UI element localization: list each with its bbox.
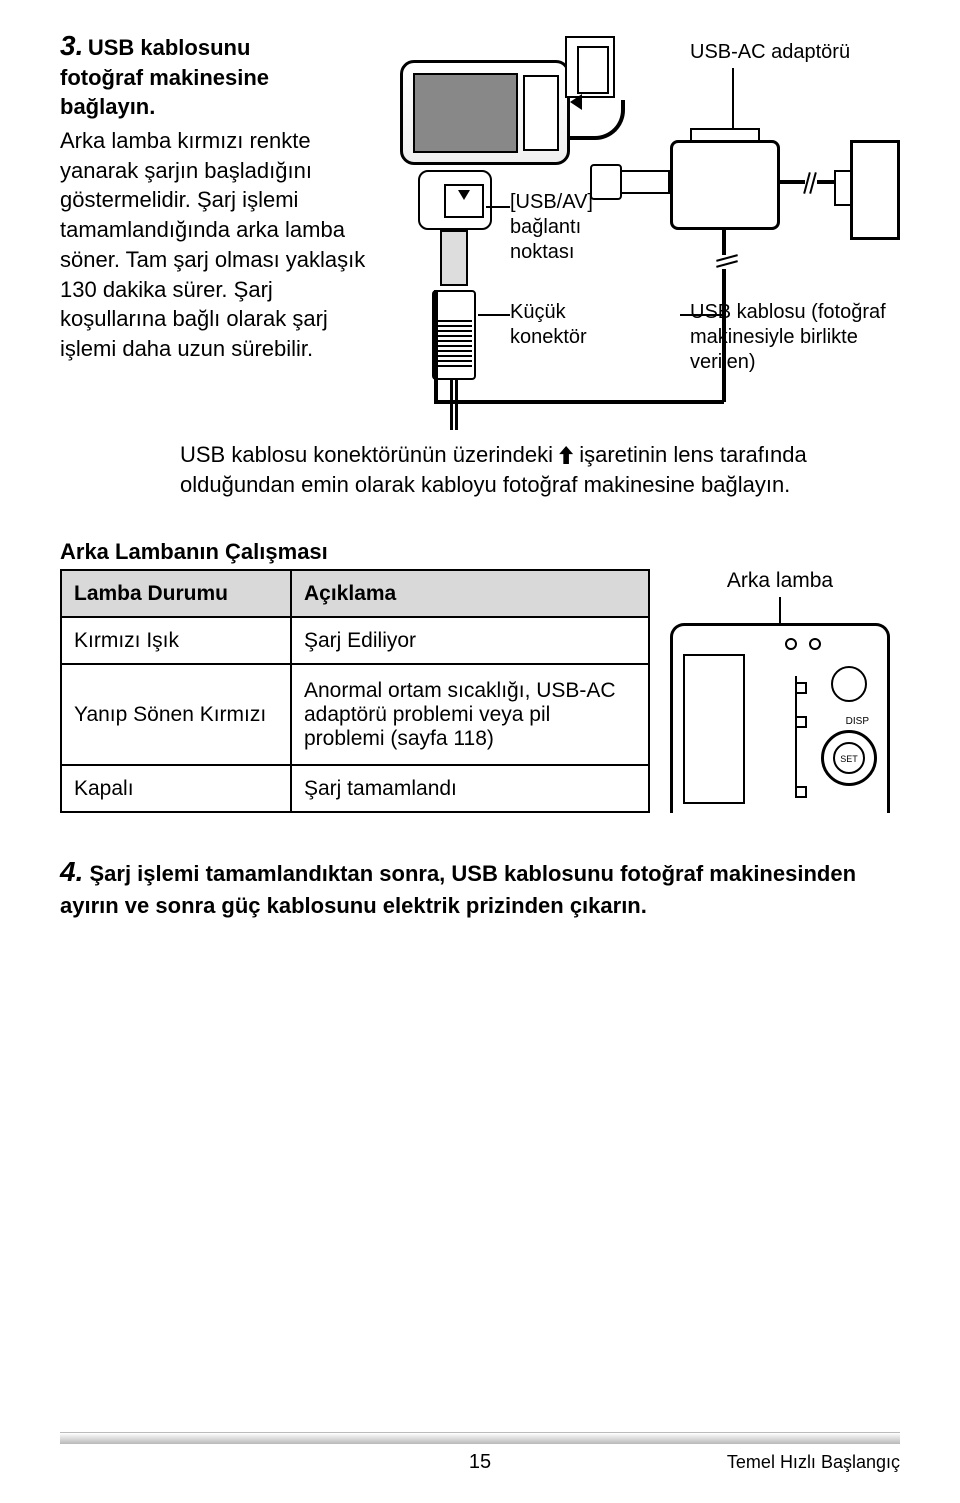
camera-icon xyxy=(400,60,570,165)
label-usb-ac-adapter: USB-AC adaptörü xyxy=(690,40,850,65)
table-cell: Yanıp Sönen Kırmızı xyxy=(61,664,291,765)
note-pre: USB kablosu konektörünün üzerindeki xyxy=(180,442,559,467)
table-header-1: Lamba Durumu xyxy=(61,570,291,617)
connector-orientation-note: USB kablosu konektörünün üzerindeki işar… xyxy=(60,440,900,499)
step3-number: 3. xyxy=(60,30,83,61)
wall-outlet-icon xyxy=(850,140,900,240)
label-small-connector: Küçük konektör xyxy=(510,300,620,350)
step4-number: 4. xyxy=(60,856,83,887)
table-row: Kapalı Şarj tamamlandı xyxy=(61,765,649,812)
table-cell: Şarj tamamlandı xyxy=(291,765,649,812)
table-cell: Anormal ortam sıcaklığı, USB-AC adaptörü… xyxy=(291,664,649,765)
usb-plug-icon xyxy=(620,170,670,194)
table-row: Yanıp Sönen Kırmızı Anormal ortam sıcakl… xyxy=(61,664,649,765)
usb-ac-adapter-icon xyxy=(670,140,780,230)
table-header-row: Lamba Durumu Açıklama xyxy=(61,570,649,617)
table-cell: Şarj Ediliyor xyxy=(291,617,649,664)
step3-body: Arka lamba kırmızı renkte yanarak şarjın… xyxy=(60,126,370,364)
page-number: 15 xyxy=(469,1451,491,1474)
up-arrow-icon xyxy=(559,446,573,464)
usb-connector-icon xyxy=(410,170,500,400)
page-footer: 15 Temel Hızlı Başlangıç xyxy=(0,1432,960,1473)
lamp-status-table: Lamba Durumu Açıklama Kırmızı Işık Şarj … xyxy=(60,569,650,813)
table-title: Arka Lambanın Çalışması xyxy=(60,539,900,565)
disp-label-icon: DISP xyxy=(846,716,869,727)
open-cover-arrow-icon xyxy=(570,100,625,140)
step3-title-line1: USB kablosunu xyxy=(88,35,251,60)
table-cell: Kapalı xyxy=(61,765,291,812)
camera-cover-icon xyxy=(565,36,615,98)
step3-title-line2: fotoğraf makinesine xyxy=(60,65,269,90)
step4-text: Şarj işlemi tamamlandıktan sonra, USB ka… xyxy=(60,861,856,918)
label-back-lamp: Arka lamba xyxy=(670,569,890,593)
table-header-2: Açıklama xyxy=(291,570,649,617)
footer-section: Temel Hızlı Başlangıç xyxy=(727,1452,900,1473)
label-usb-av-port: [USB/AV] bağlantı noktası xyxy=(510,190,620,265)
step3-title-line3: bağlayın. xyxy=(60,94,155,119)
table-cell: Kırmızı Işık xyxy=(61,617,291,664)
camera-back-illustration: Arka lamba DISP SET xyxy=(670,569,890,813)
label-usb-cable: USB kablosu (fotoğraf makinesiyle birlik… xyxy=(690,300,900,375)
connection-diagram: USB-AC adaptörü [USB/AV] bağlantı noktas… xyxy=(390,30,900,430)
table-row: Kırmızı Işık Şarj Ediliyor xyxy=(61,617,649,664)
